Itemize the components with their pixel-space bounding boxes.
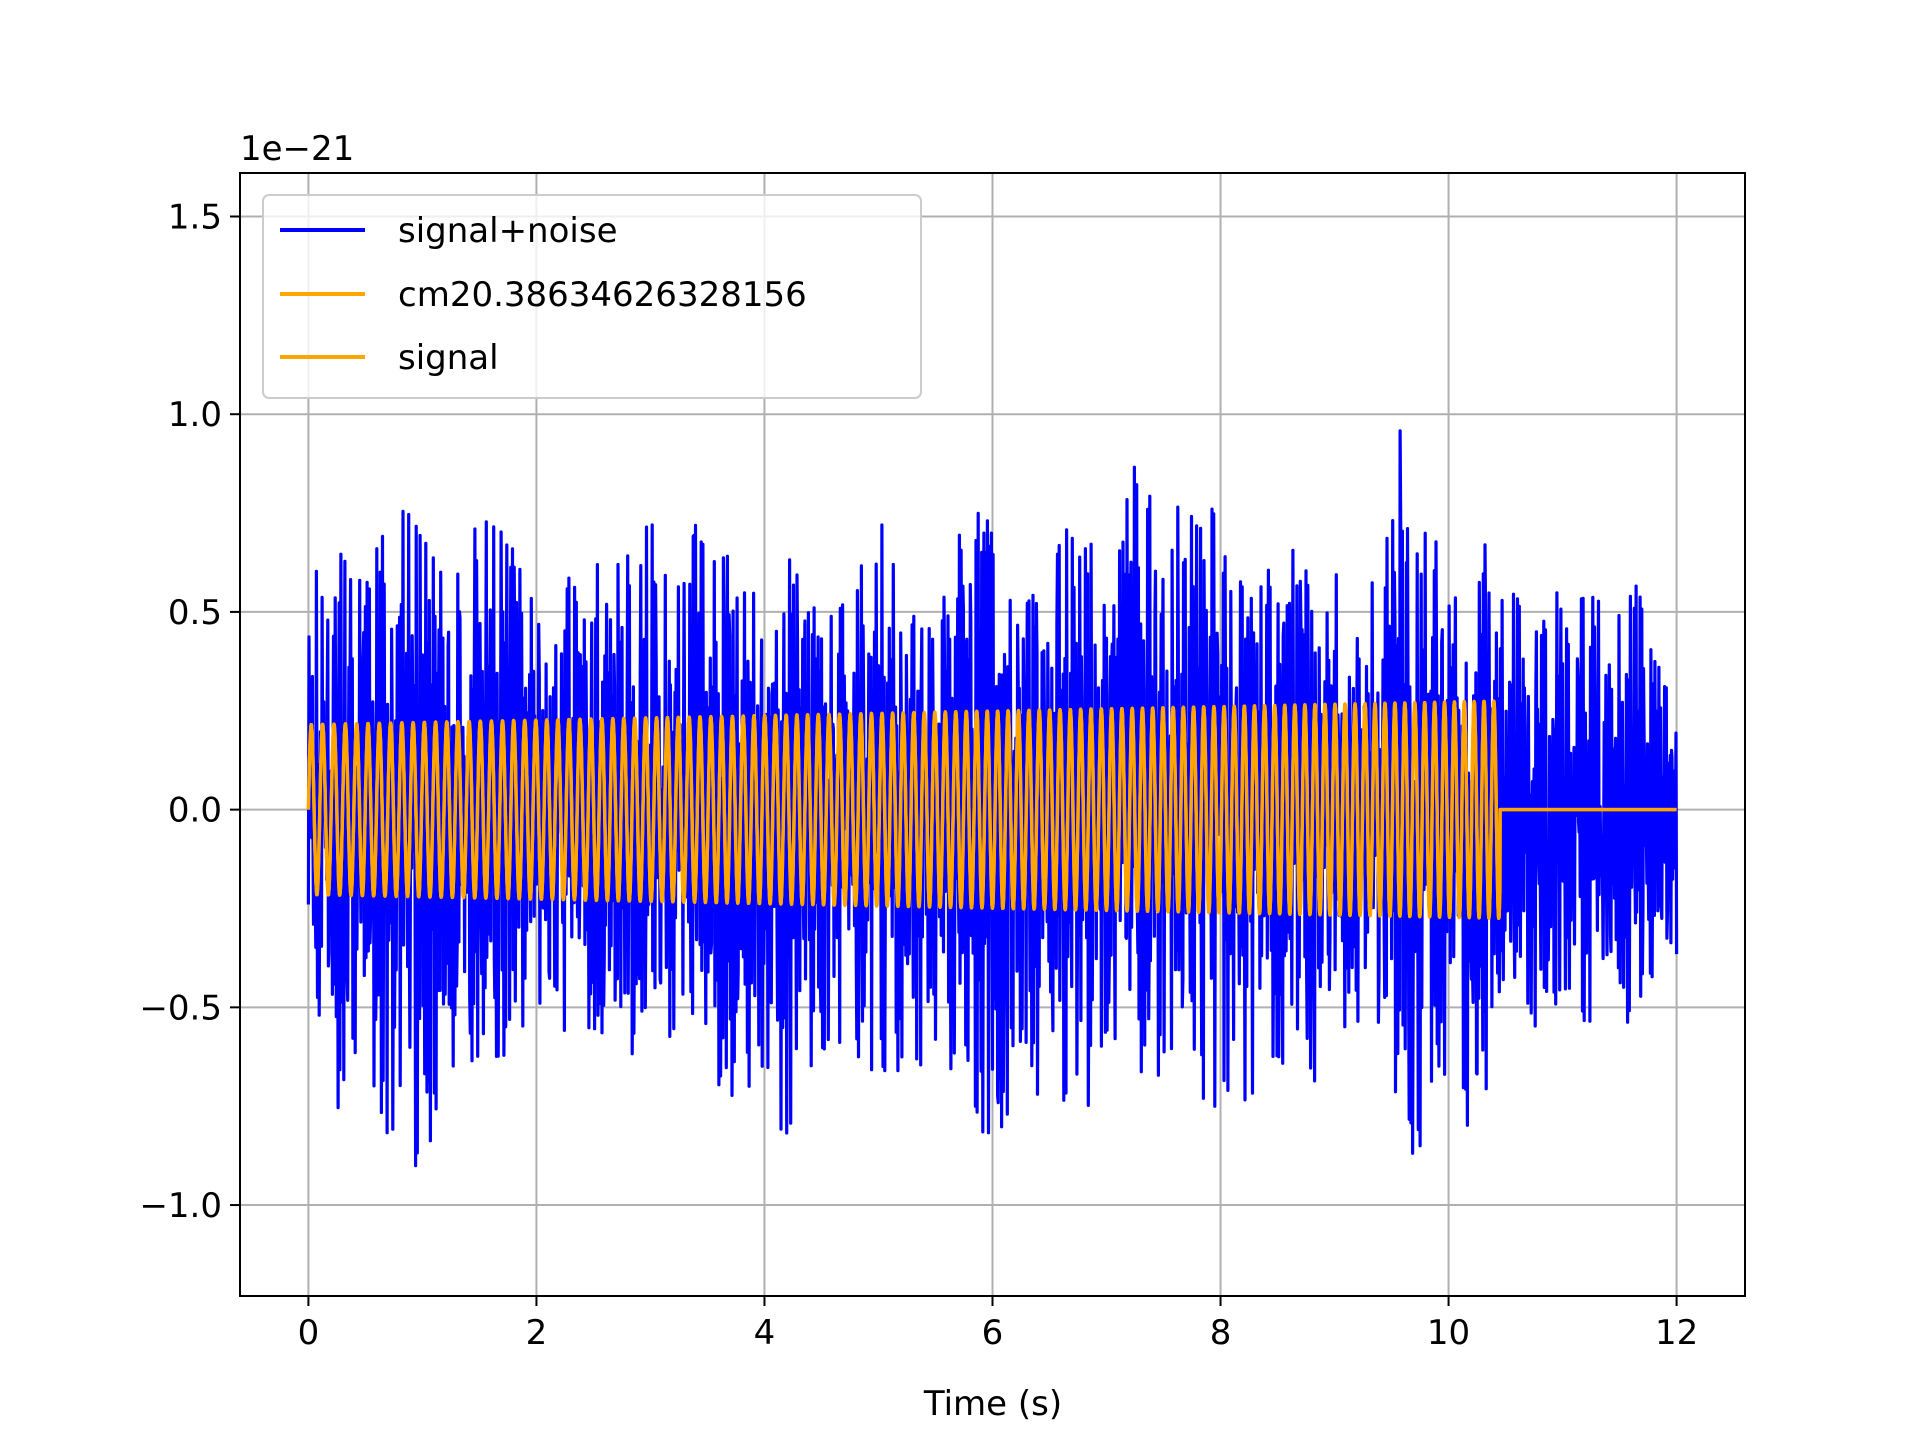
legend-label-signal: signal (398, 338, 499, 378)
x-tick-label: 8 (1210, 1313, 1232, 1353)
legend-label-cm: cm20.38634626328156 (398, 275, 807, 315)
x-axis-label: Time (s) (923, 1384, 1062, 1424)
legend-label-signal-noise: signal+noise (398, 211, 618, 251)
legend: signal+noise cm20.38634626328156 signal (262, 194, 922, 399)
y-axis-offset-text: 1e−21 (240, 129, 354, 169)
x-axis: 0 2 4 6 8 10 12 (298, 1296, 1698, 1353)
y-tick-label: −1.0 (139, 1186, 222, 1226)
x-tick-label: 12 (1655, 1313, 1698, 1353)
y-tick-label: 0.0 (168, 791, 222, 831)
x-tick-label: 10 (1427, 1313, 1470, 1353)
y-tick-label: 1.0 (168, 395, 222, 435)
y-tick-label: 0.5 (168, 593, 222, 633)
x-tick-label: 0 (298, 1313, 320, 1353)
y-axis: −1.0 −0.5 0.0 0.5 1.0 1.5 (139, 197, 240, 1226)
x-tick-label: 4 (754, 1313, 776, 1353)
y-tick-label: −0.5 (139, 988, 222, 1028)
y-tick-label: 1.5 (168, 197, 222, 237)
legend-box (262, 194, 922, 399)
series-layer (306, 429, 1679, 1168)
x-tick-label: 6 (982, 1313, 1004, 1353)
x-tick-label: 2 (526, 1313, 548, 1353)
series-signal-line (306, 699, 1679, 920)
